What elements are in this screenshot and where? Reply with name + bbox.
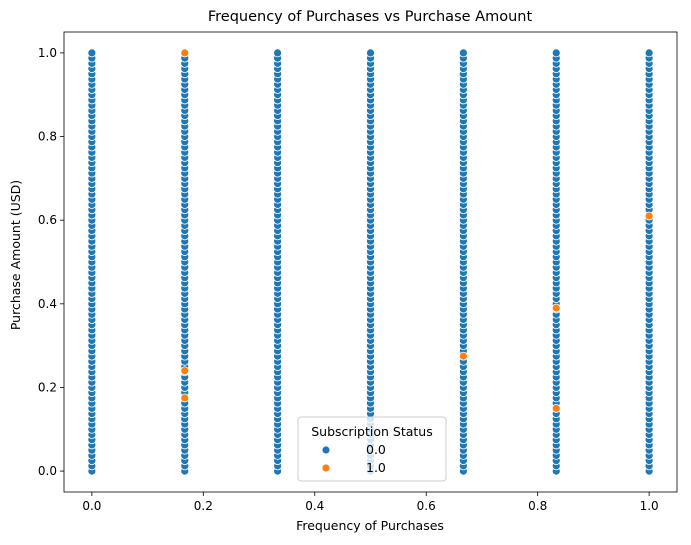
legend-marker-1 xyxy=(321,463,331,473)
data-point-series-0 xyxy=(551,48,561,58)
data-point-series-1 xyxy=(180,366,190,376)
y-axis-label: Purchase Amount (USD) xyxy=(8,180,23,330)
x-tick-label: 0.4 xyxy=(305,499,324,513)
data-point-series-1 xyxy=(551,303,561,313)
x-tick-label: 0.6 xyxy=(417,499,436,513)
data-point-series-0 xyxy=(644,48,654,58)
data-point-series-1 xyxy=(458,351,468,361)
data-points xyxy=(87,48,654,476)
data-point-series-0 xyxy=(458,48,468,58)
plot-frame xyxy=(63,31,678,493)
data-point-series-1 xyxy=(551,403,561,413)
data-point-series-1 xyxy=(180,393,190,403)
y-tick-label: 1.0 xyxy=(38,46,57,60)
y-tick-label: 0.2 xyxy=(38,380,57,394)
x-tick-label: 0.8 xyxy=(528,499,547,513)
y-tick-label: 0.0 xyxy=(38,464,57,478)
x-tick-label: 0.2 xyxy=(194,499,213,513)
legend: Subscription Status 0.0 1.0 xyxy=(297,416,447,482)
legend-title: Subscription Status xyxy=(311,424,432,439)
data-point-series-0 xyxy=(87,48,97,58)
y-tick-label: 0.4 xyxy=(38,297,57,311)
legend-marker-0 xyxy=(321,445,331,455)
y-tick-label: 0.6 xyxy=(38,213,57,227)
legend-box xyxy=(297,416,447,482)
legend-label-0: 0.0 xyxy=(366,442,386,457)
chart-title: Frequency of Purchases vs Purchase Amoun… xyxy=(208,9,533,25)
x-axis-label: Frequency of Purchases xyxy=(296,518,444,533)
data-point-series-0 xyxy=(366,48,375,58)
data-point-series-1 xyxy=(644,211,654,221)
data-point-series-0 xyxy=(273,48,283,58)
x-tick-label: 1.0 xyxy=(640,499,659,513)
legend-label-1: 1.0 xyxy=(366,460,386,475)
data-point-series-1 xyxy=(180,48,190,58)
x-tick-label: 0.0 xyxy=(82,499,101,513)
y-tick-label: 0.8 xyxy=(38,130,57,144)
axes: 0.0 0.2 0.4 0.6 0.8 1.0 0.0 0.2 0.4 0.6 0.8 1.0 xyxy=(38,31,678,513)
